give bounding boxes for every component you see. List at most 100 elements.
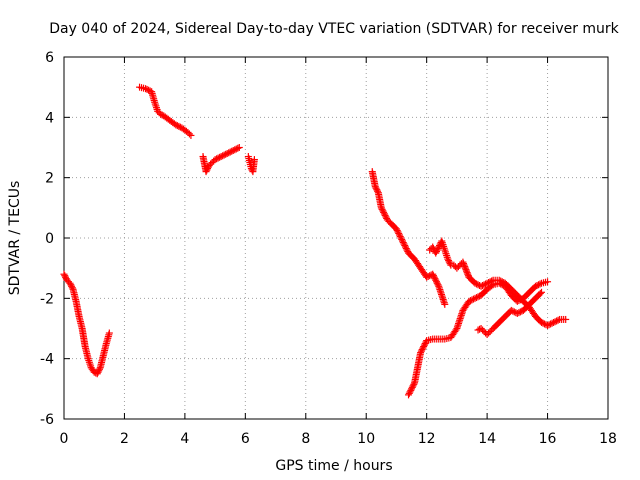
- x-tick-label: 12: [418, 431, 436, 447]
- data-point-fill: [479, 326, 487, 334]
- data-point: [538, 288, 546, 296]
- data-point-fill: [432, 278, 440, 286]
- x-tick-label: 4: [180, 431, 189, 447]
- data-point-fill: [553, 317, 561, 325]
- data-point-fill: [510, 308, 518, 316]
- data-point-fill: [408, 383, 416, 391]
- data-point: [429, 243, 437, 251]
- data-point: [383, 216, 391, 224]
- data-point-fill: [424, 272, 432, 280]
- data-point: [477, 325, 485, 332]
- chart-title: Day 040 of 2024, Sidereal Day-to-day VTE…: [49, 21, 619, 37]
- data-point: [465, 297, 473, 305]
- data-point-fill: [541, 320, 549, 328]
- data-point-fill: [432, 248, 440, 256]
- data-point-fill: [226, 148, 234, 156]
- data-point-fill: [219, 152, 227, 160]
- data-point: [544, 278, 552, 286]
- data-point-fill: [395, 229, 403, 237]
- data-point-fill: [461, 264, 469, 272]
- data-point-fill: [479, 282, 487, 290]
- data-point: [142, 85, 150, 93]
- data-point: [205, 162, 213, 170]
- data-point-fill: [145, 86, 153, 94]
- data-point: [483, 331, 491, 339]
- data-point: [538, 318, 546, 326]
- data-point-fill: [452, 326, 460, 334]
- data-point-fill: [420, 341, 428, 349]
- x-axis-label: GPS time / hours: [275, 458, 392, 474]
- data-point-fill: [94, 368, 102, 376]
- y-tick-labels: -6 -4 -2 0 2 4 6: [40, 50, 54, 428]
- data-point-fill: [213, 155, 221, 163]
- data-point-fill: [417, 347, 425, 355]
- tick-marks: [63, 56, 609, 420]
- data-point-fill: [434, 245, 442, 253]
- data-point: [513, 309, 521, 317]
- data-point-fill: [207, 160, 215, 168]
- x-tick-label: 18: [599, 431, 617, 447]
- data-point-fill: [446, 260, 454, 268]
- data-point: [184, 128, 192, 136]
- data-point-fill: [220, 151, 228, 159]
- data-point: [371, 183, 379, 191]
- data-point: [435, 243, 443, 251]
- data-point-fill: [394, 228, 402, 236]
- data-point-fill: [203, 166, 211, 174]
- y-tick-label: -4: [40, 352, 54, 368]
- data-point: [60, 270, 68, 278]
- data-point-fill: [516, 308, 524, 316]
- data-point-fill: [406, 388, 414, 396]
- data-point: [441, 300, 449, 308]
- data-point-fill: [372, 184, 380, 192]
- data-point-fill: [470, 295, 478, 303]
- data-point-fill: [95, 367, 103, 375]
- data-point-fill: [434, 281, 442, 289]
- data-point-fill: [373, 186, 381, 194]
- data-point-fill: [143, 85, 151, 93]
- data-point: [398, 237, 406, 245]
- y-tick-label: 2: [45, 171, 54, 187]
- x-tick-label: 8: [301, 431, 310, 447]
- data-point-fill: [225, 149, 233, 157]
- data-point-fill: [536, 290, 544, 298]
- data-point-fill: [460, 261, 468, 269]
- data-point-fill: [185, 130, 193, 138]
- x-tick-label: 14: [478, 431, 496, 447]
- data-point: [550, 318, 558, 326]
- data-point-fill: [393, 226, 401, 234]
- data-point: [444, 255, 452, 263]
- data-point-fill: [488, 277, 496, 285]
- data-point: [471, 279, 479, 287]
- data-point-fill: [175, 122, 183, 130]
- data-point-fill: [554, 316, 562, 324]
- data-point-fill: [480, 281, 488, 289]
- data-point-fill: [476, 325, 484, 333]
- data-point: [250, 156, 258, 164]
- data-point: [187, 131, 195, 139]
- data-point-fill: [378, 205, 386, 213]
- data-point-fill: [399, 239, 407, 247]
- data-point-fill: [429, 272, 437, 280]
- data-point-fill: [380, 208, 388, 216]
- data-point-fill: [405, 389, 413, 397]
- data-point-fill: [173, 122, 181, 130]
- data-point-fill: [398, 236, 406, 244]
- data-point-fill: [395, 231, 403, 239]
- data-point: [495, 276, 503, 284]
- data-point-fill: [382, 213, 390, 221]
- data-point-fill: [234, 144, 242, 152]
- data-point-fill: [460, 260, 468, 268]
- data-point: [66, 279, 74, 287]
- data-point-fill: [431, 275, 439, 283]
- data-point-fill: [68, 282, 76, 290]
- data-point-fill: [421, 340, 429, 348]
- data-point-fill: [515, 309, 523, 317]
- data-point-fill: [61, 272, 69, 280]
- data-point: [172, 121, 180, 129]
- data-point-fill: [485, 278, 493, 286]
- data-point-fill: [466, 297, 474, 305]
- data-point-fill: [396, 232, 404, 240]
- data-point-fill: [551, 318, 559, 326]
- data-point-fill: [454, 263, 462, 271]
